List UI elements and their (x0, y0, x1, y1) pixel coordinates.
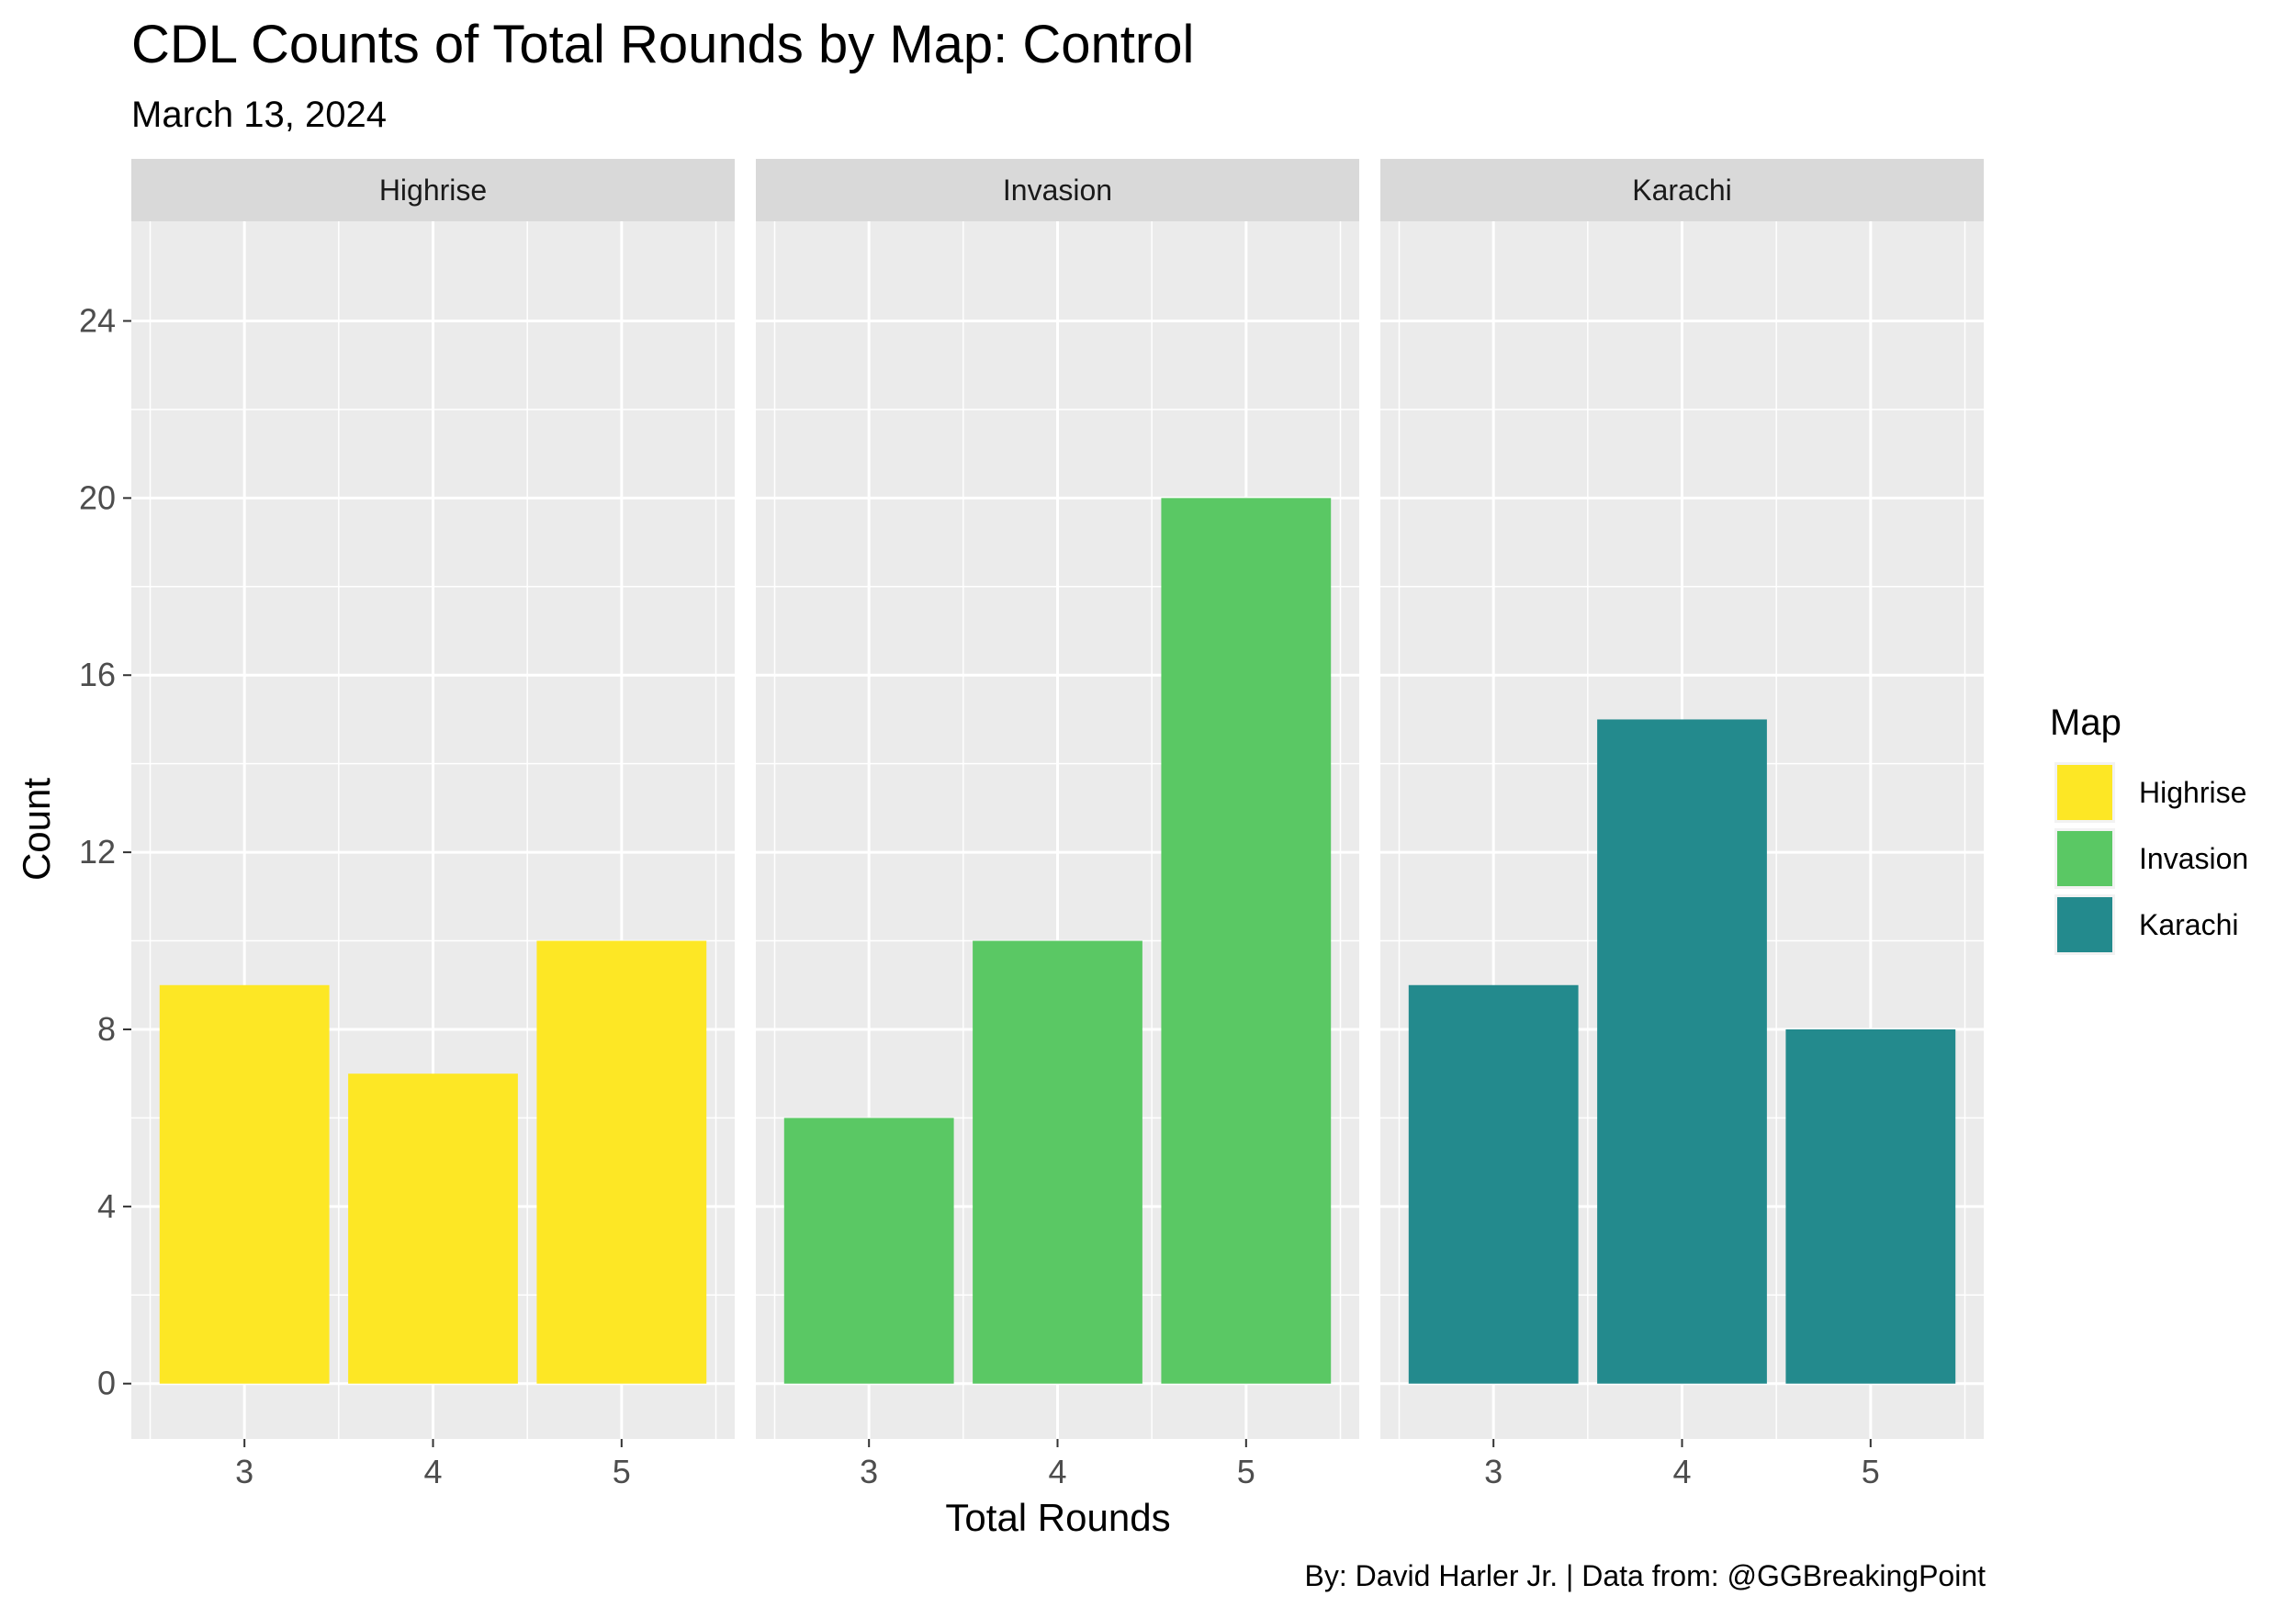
bar-highrise-4 (348, 1073, 518, 1384)
legend-label-highrise: Highrise (2139, 776, 2246, 809)
x-tick-label: 3 (860, 1453, 878, 1490)
y-tick-label: 24 (79, 301, 116, 339)
facet-strip-label: Invasion (1003, 174, 1112, 207)
facet-strip-label: Karachi (1632, 174, 1732, 207)
chart-subtitle: March 13, 2024 (131, 95, 387, 135)
facet-strip (1380, 159, 1984, 221)
legend-key-highrise (2057, 765, 2112, 820)
bar-karachi-4 (1597, 719, 1767, 1384)
y-tick-label: 4 (97, 1187, 116, 1225)
y-tick-label: 20 (79, 478, 116, 516)
bar-highrise-5 (536, 940, 707, 1384)
bar-karachi-5 (1785, 1028, 1956, 1384)
y-tick-label: 0 (97, 1365, 116, 1402)
facet-panels: Highrise 3 4 5 Invasion 3 4 5 Karachi 3 4 5 (131, 159, 1984, 1490)
y-axis-title: Count (15, 778, 58, 881)
chart-title: CDL Counts of Total Rounds by Map: Contr… (131, 15, 1194, 74)
x-tick-label: 4 (423, 1453, 442, 1490)
facet-panel-karachi: Karachi 3 4 5 (1380, 159, 1984, 1490)
legend: Map Highrise Invasion Karachi (2050, 702, 2248, 955)
bar-invasion-5 (1161, 498, 1332, 1384)
bar-invasion-3 (783, 1118, 954, 1384)
facet-strip (756, 159, 1359, 221)
facet-strip (131, 159, 735, 221)
x-tick-label: 5 (613, 1453, 631, 1490)
x-tick-label: 3 (1484, 1453, 1503, 1490)
x-axis-title: Total Rounds (945, 1496, 1170, 1539)
legend-title: Map (2050, 702, 2122, 743)
legend-key-invasion (2057, 831, 2112, 886)
x-tick-label: 5 (1237, 1453, 1255, 1490)
y-tick-label: 8 (97, 1010, 116, 1048)
x-tick-label: 3 (235, 1453, 253, 1490)
facet-panel-highrise: Highrise 3 4 5 (131, 159, 735, 1490)
y-tick-label: 16 (79, 656, 116, 693)
bar-highrise-3 (159, 984, 330, 1384)
x-tick-label: 4 (1048, 1453, 1066, 1490)
facet-strip-label: Highrise (379, 174, 487, 207)
legend-key-karachi (2057, 897, 2112, 952)
y-tick-label: 12 (79, 833, 116, 871)
legend-label-invasion: Invasion (2139, 842, 2248, 875)
bar-invasion-4 (973, 940, 1142, 1384)
x-tick-label: 5 (1862, 1453, 1880, 1490)
bar-karachi-3 (1408, 984, 1579, 1384)
y-axis: 0 4 8 12 16 20 24 (79, 301, 131, 1402)
chart-caption: By: David Harler Jr. | Data from: @GGBre… (1305, 1559, 1986, 1592)
legend-label-karachi: Karachi (2139, 908, 2239, 941)
x-tick-label: 4 (1672, 1453, 1691, 1490)
facet-panel-invasion: Invasion 3 4 5 (756, 159, 1359, 1490)
